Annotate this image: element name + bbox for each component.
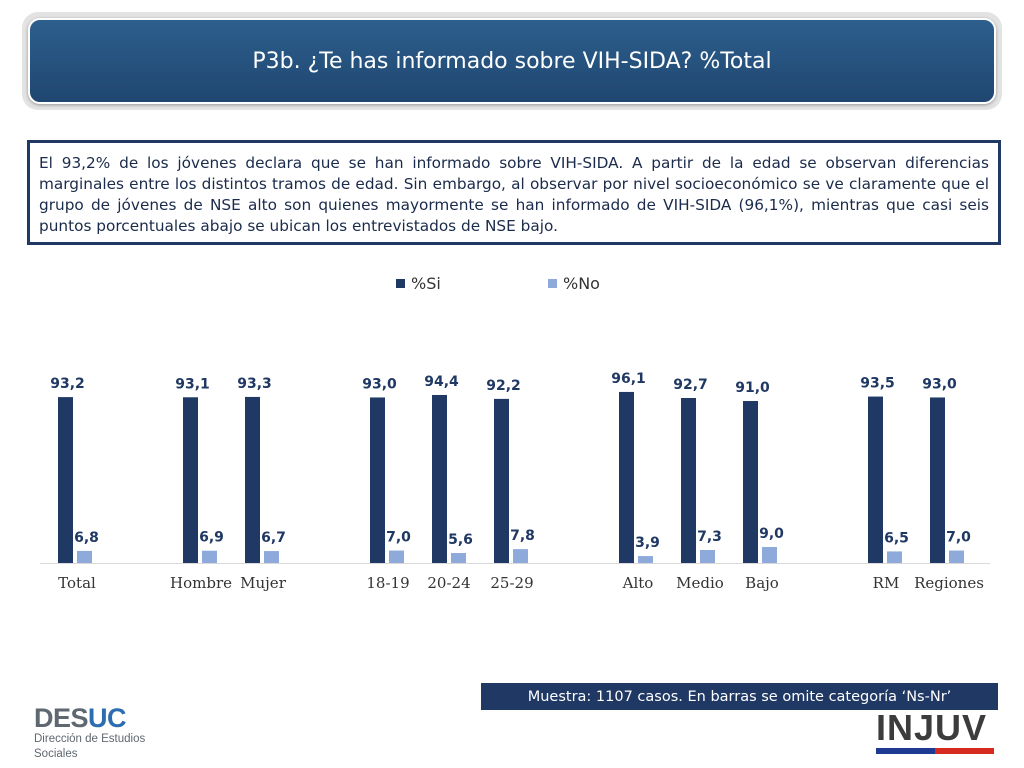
bar-si-20-24 xyxy=(432,394,447,563)
data-label-si-25-29: 92,2 xyxy=(486,378,521,394)
legend-item-no: %No xyxy=(548,274,600,293)
data-label-no-medio: 7,3 xyxy=(697,529,722,545)
data-label-si-hombre: 93,1 xyxy=(175,376,210,392)
bar-no-alto xyxy=(638,556,653,563)
injuv-logo: INJUV xyxy=(876,710,996,758)
data-label-no-hombre: 6,9 xyxy=(199,530,224,546)
legend-label-no: %No xyxy=(563,274,600,293)
data-label-si-20-24: 94,4 xyxy=(424,374,459,390)
data-label-si-regiones: 93,0 xyxy=(922,376,957,392)
category-label-total: Total xyxy=(58,574,96,592)
page-title: P3b. ¿Te has informado sobre VIH-SIDA? %… xyxy=(252,48,772,74)
category-label-18-19: 18-19 xyxy=(366,574,409,592)
data-label-no-regiones: 7,0 xyxy=(946,530,971,546)
summary-box: El 93,2% de los jóvenes declara que se h… xyxy=(27,140,1001,245)
bar-si-medio xyxy=(681,397,696,563)
legend-item-si: %Si xyxy=(396,274,441,293)
legend-swatch-no xyxy=(548,279,557,288)
data-label-si-alto: 96,1 xyxy=(611,371,646,387)
bar-si-regiones xyxy=(930,397,945,563)
sample-note: Muestra: 1107 casos. En barras se omite … xyxy=(481,683,998,710)
data-label-no-alto: 3,9 xyxy=(635,535,660,551)
data-label-no-bajo: 9,0 xyxy=(759,526,784,542)
bar-si-rm xyxy=(868,396,883,563)
bar-no-25-29 xyxy=(513,549,528,563)
bar-no-bajo xyxy=(762,546,777,563)
category-label-medio: Medio xyxy=(676,574,724,592)
chart-legend: %Si %No xyxy=(0,274,1024,296)
data-label-si-mujer: 93,3 xyxy=(237,376,272,392)
category-label-mujer: Mujer xyxy=(240,574,287,592)
data-label-no-25-29: 7,8 xyxy=(510,528,535,544)
legend-label-si: %Si xyxy=(411,274,441,293)
category-label-regiones: Regiones xyxy=(914,574,984,592)
bar-no-medio xyxy=(700,550,715,563)
category-label-20-24: 20-24 xyxy=(427,574,470,592)
bar-no-total xyxy=(77,550,92,563)
bar-si-25-29 xyxy=(494,398,509,563)
category-label-alto: Alto xyxy=(622,574,654,592)
bar-si-hombre xyxy=(183,397,198,563)
bar-no-rm xyxy=(887,551,902,563)
data-label-si-medio: 92,7 xyxy=(673,377,708,393)
bar-no-regiones xyxy=(949,550,964,563)
category-label-hombre: Hombre xyxy=(170,574,232,592)
data-label-no-mujer: 6,7 xyxy=(261,530,286,546)
data-label-no-rm: 6,5 xyxy=(884,530,909,546)
desuc-subtitle: Dirección de Estudios Sociales xyxy=(34,733,146,760)
bar-no-hombre xyxy=(202,550,217,563)
bar-si-total xyxy=(58,397,73,563)
bar-si-18-19 xyxy=(370,397,385,563)
bar-si-bajo xyxy=(743,401,758,563)
summary-text: El 93,2% de los jóvenes declara que se h… xyxy=(39,154,989,235)
injuv-wordmark: INJUV xyxy=(876,707,988,748)
data-label-no-total: 6,8 xyxy=(74,530,99,546)
category-label-rm: RM xyxy=(873,574,900,592)
category-label-25-29: 25-29 xyxy=(490,574,533,592)
bar-no-20-24 xyxy=(451,553,466,563)
data-label-si-18-19: 93,0 xyxy=(362,376,397,392)
header-bar: P3b. ¿Te has informado sobre VIH-SIDA? %… xyxy=(28,18,996,104)
bar-no-mujer xyxy=(264,551,279,563)
desuc-wordmark: DESUC xyxy=(34,703,127,733)
desuc-logo: DESUC Dirección de Estudios Sociales xyxy=(34,704,164,762)
data-label-no-18-19: 7,0 xyxy=(386,530,411,546)
data-label-si-bajo: 91,0 xyxy=(735,380,770,396)
data-label-si-rm: 93,5 xyxy=(860,376,895,392)
injuv-stripe xyxy=(876,748,994,754)
data-label-si-total: 93,2 xyxy=(50,376,85,392)
category-label-bajo: Bajo xyxy=(745,574,779,592)
data-label-no-20-24: 5,6 xyxy=(448,532,473,548)
bar-si-mujer xyxy=(245,396,260,563)
bar-no-18-19 xyxy=(389,550,404,563)
legend-swatch-si xyxy=(396,279,405,288)
bar-si-alto xyxy=(619,391,634,563)
bar-chart: 93,2 6,8 Total 93,1 6,9 Hombre 93,3 6,7 Mujer 93,… xyxy=(40,371,990,592)
